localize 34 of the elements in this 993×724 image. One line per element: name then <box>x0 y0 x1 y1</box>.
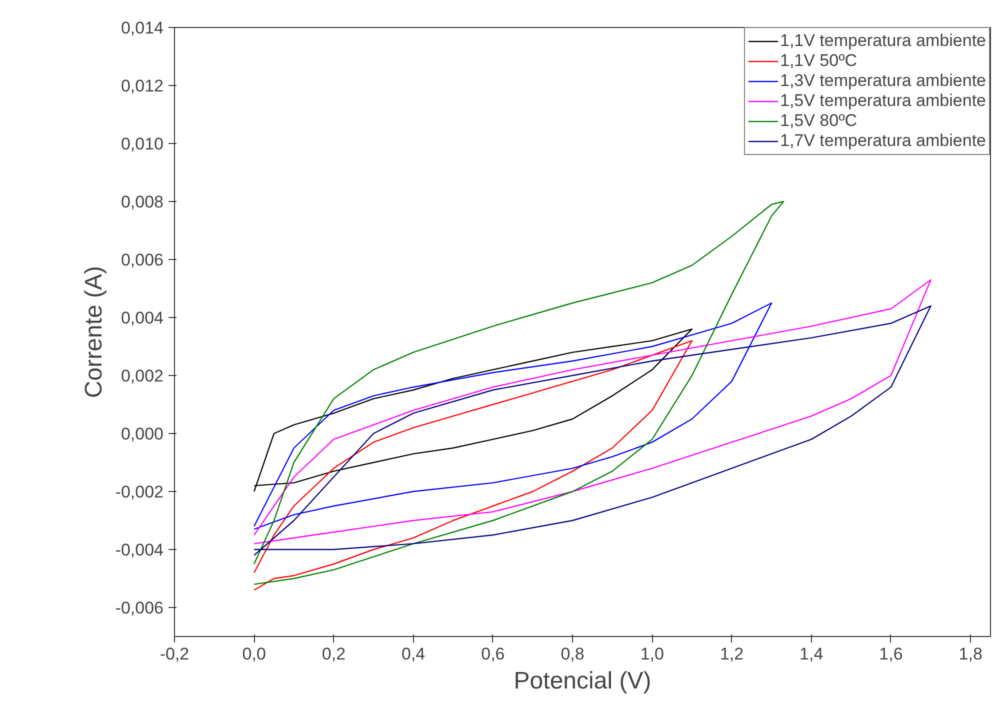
line-series <box>254 200 784 585</box>
x-tick-label: 0,8 <box>560 644 584 664</box>
x-tick-label: 0,0 <box>242 644 266 664</box>
legend-label: 1,1V 50ºC <box>780 51 858 71</box>
legend-label: 1,1V temperatura ambiente <box>780 31 986 51</box>
y-tick-label: -0,006 <box>115 598 164 618</box>
x-tick-label: -0,2 <box>160 644 190 664</box>
y-tick-label: 0,014 <box>120 18 164 38</box>
x-axis-title: Potencial (V) <box>514 668 652 694</box>
y-tick-label: 0,010 <box>120 134 164 154</box>
y-tick-label: -0,004 <box>115 540 164 560</box>
y-tick-label: 0,002 <box>120 366 164 386</box>
legend-label: 1,5V 80ºC <box>780 111 858 131</box>
y-tick-label: 0,008 <box>120 192 164 212</box>
y-axis-title: Corrente (A) <box>80 266 108 398</box>
line-series <box>254 340 693 591</box>
legend-label: 1,3V temperatura ambiente <box>780 71 986 91</box>
x-tick-label: 1,2 <box>720 644 744 664</box>
y-tick-label: 0,000 <box>120 424 164 444</box>
x-tick-label: 0,6 <box>481 644 505 664</box>
x-tick-label: 1,6 <box>879 644 903 664</box>
x-tick-label: 1,0 <box>640 644 664 664</box>
x-tick-label: 0,2 <box>322 644 346 664</box>
y-tick-label: 0,012 <box>120 76 164 96</box>
x-tick-label: 1,8 <box>958 644 982 664</box>
x-tick-label: 1,4 <box>800 644 824 664</box>
legend-label: 1,7V temperatura ambiente <box>780 131 986 151</box>
y-tick-label: 0,006 <box>120 250 164 270</box>
x-tick-label: 0,4 <box>402 644 426 664</box>
line-series <box>254 328 693 492</box>
y-tick-label: 0,004 <box>120 308 164 328</box>
legend-label: 1,5V temperatura ambiente <box>780 91 986 111</box>
y-tick-label: -0,002 <box>115 482 164 502</box>
line-series <box>254 302 772 530</box>
